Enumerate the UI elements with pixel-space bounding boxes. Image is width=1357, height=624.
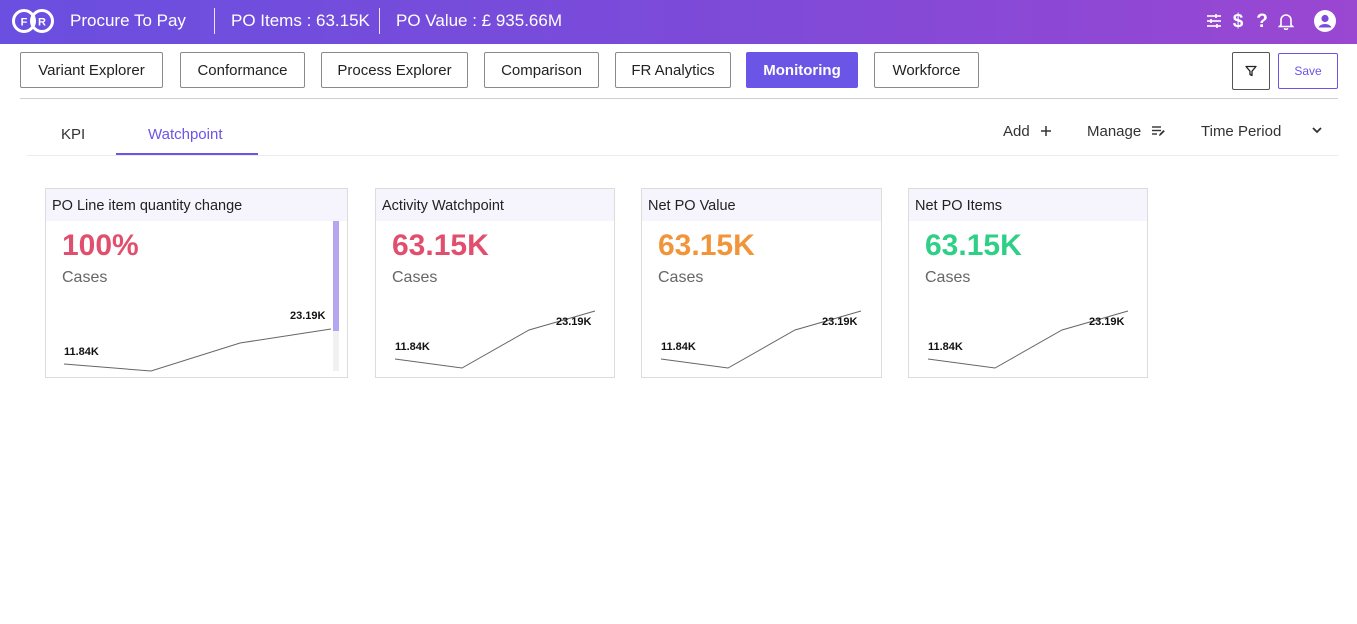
svg-text:$: $ xyxy=(1233,11,1244,31)
subtab-active-indicator xyxy=(116,153,258,156)
sparkline-max-label: 23.19K xyxy=(822,316,858,328)
header-divider xyxy=(214,8,215,34)
filter-button[interactable] xyxy=(1232,52,1270,90)
subtab-kpi[interactable]: KPI xyxy=(61,126,86,143)
header-divider xyxy=(379,8,380,34)
watchpoint-card[interactable]: PO Line item quantity change 100% Cases … xyxy=(45,188,348,378)
sparkline-max-label: 23.19K xyxy=(1089,316,1125,328)
sliders-icon[interactable] xyxy=(1203,10,1225,32)
top-header-bar: F R Procure To Pay PO Items : 63.15K PO … xyxy=(0,0,1357,44)
card-value: 100% xyxy=(62,229,139,262)
save-button[interactable]: Save xyxy=(1278,53,1338,89)
po-value-stat: PO Value : £ 935.66M xyxy=(396,11,563,30)
svg-text:?: ? xyxy=(1256,11,1268,31)
watchpoint-card[interactable]: Activity Watchpoint 63.15K Cases 11.84K … xyxy=(375,188,615,378)
logo-letter-r: R xyxy=(38,17,46,29)
watchpoint-card[interactable]: Net PO Items 63.15K Cases 11.84K 23.19K xyxy=(908,188,1148,378)
sparkline-chart: 11.84K 23.19K xyxy=(660,310,862,369)
time-period-label: Time Period xyxy=(1201,122,1282,140)
plus-icon xyxy=(1040,126,1051,136)
tab-process-explorer[interactable]: Process Explorer xyxy=(321,52,468,88)
tab-workforce[interactable]: Workforce xyxy=(874,52,979,88)
sparkline-line xyxy=(927,310,1129,369)
card-title: Net PO Items xyxy=(909,189,1147,221)
nav-divider xyxy=(20,98,1338,99)
card-scrollbar-thumb[interactable] xyxy=(333,221,339,331)
sparkline-line xyxy=(63,328,332,372)
sparkline-line xyxy=(394,310,596,369)
card-title: Activity Watchpoint xyxy=(376,189,614,221)
po-items-stat: PO Items : 63.15K xyxy=(231,11,370,30)
subtab-divider xyxy=(27,155,1338,156)
add-button[interactable]: Add xyxy=(1003,122,1052,140)
chevron-down-icon[interactable] xyxy=(1311,125,1323,135)
card-title: PO Line item quantity change xyxy=(46,189,347,221)
bell-icon[interactable] xyxy=(1275,10,1297,32)
sparkline-max-label: 23.19K xyxy=(290,310,326,322)
sparkline-min-label: 11.84K xyxy=(64,346,99,358)
tab-monitoring[interactable]: Monitoring xyxy=(746,52,858,88)
filter-icon xyxy=(1245,65,1257,77)
sparkline-min-label: 11.84K xyxy=(928,341,963,353)
add-label: Add xyxy=(1003,122,1030,140)
card-label: Cases xyxy=(62,269,108,286)
subtab-watchpoint[interactable]: Watchpoint xyxy=(148,126,223,143)
sparkline-min-label: 11.84K xyxy=(395,341,430,353)
sparkline-min-label: 11.84K xyxy=(661,341,696,353)
dollar-icon[interactable]: $ xyxy=(1227,10,1249,32)
card-label: Cases xyxy=(925,269,971,286)
sparkline-chart: 11.84K 23.19K xyxy=(394,310,596,369)
user-avatar-icon[interactable] xyxy=(1314,10,1336,32)
manage-button[interactable]: Manage xyxy=(1087,122,1166,140)
sparkline-chart: 11.84K 23.19K xyxy=(63,310,332,372)
time-period-dropdown[interactable]: Time Period xyxy=(1201,122,1281,140)
watchpoint-card[interactable]: Net PO Value 63.15K Cases 11.84K 23.19K xyxy=(641,188,882,378)
fr-logo-icon[interactable]: F R xyxy=(11,8,55,34)
tab-conformance[interactable]: Conformance xyxy=(180,52,305,88)
card-label: Cases xyxy=(658,269,704,286)
logo-letter-f: F xyxy=(21,17,28,29)
tab-fr-analytics[interactable]: FR Analytics xyxy=(615,52,731,88)
card-title: Net PO Value xyxy=(642,189,881,221)
sparkline-line xyxy=(660,310,862,369)
sparkline-max-label: 23.19K xyxy=(556,316,592,328)
help-icon[interactable]: ? xyxy=(1251,10,1273,32)
card-label: Cases xyxy=(392,269,438,286)
tab-variant-explorer[interactable]: Variant Explorer xyxy=(20,52,163,88)
card-value: 63.15K xyxy=(392,229,489,262)
sparkline-chart: 11.84K 23.19K xyxy=(927,310,1129,369)
manage-label: Manage xyxy=(1087,122,1142,140)
tab-comparison[interactable]: Comparison xyxy=(484,52,599,88)
app-title: Procure To Pay xyxy=(70,11,186,30)
card-value: 63.15K xyxy=(925,229,1022,262)
edit-list-icon xyxy=(1152,126,1166,136)
card-value: 63.15K xyxy=(658,229,755,262)
